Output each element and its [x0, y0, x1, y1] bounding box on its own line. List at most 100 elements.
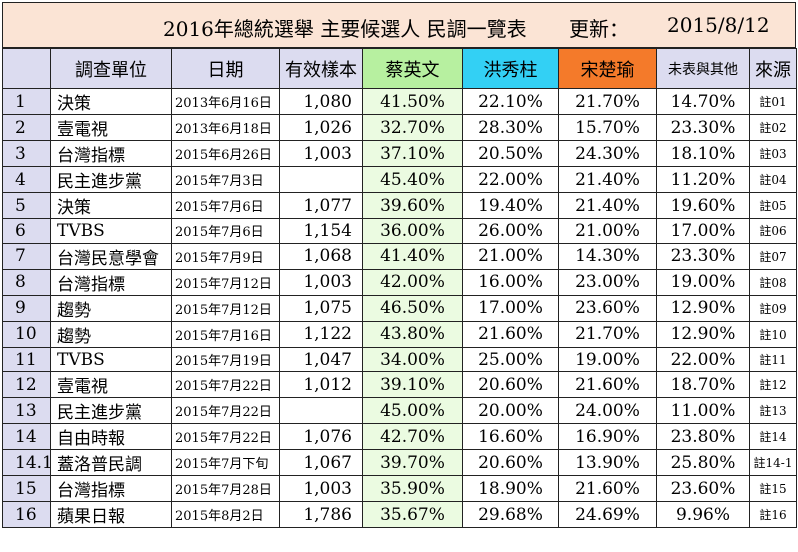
soong-pct: 24.00%: [558, 397, 657, 425]
header-source: 來源: [749, 48, 797, 89]
tsai-pct: 39.10%: [362, 371, 463, 399]
row-index: 11: [2, 346, 51, 373]
source-note: 註13: [749, 397, 797, 425]
survey-org: 民主進步黨: [50, 166, 172, 193]
hung-pct: 22.10%: [462, 88, 559, 115]
soong-pct: 21.70%: [558, 88, 657, 115]
table-row: 16 蘋果日報 2015年8月2日 1,786 35.67% 29.68% 24.69% 9.…: [2, 501, 797, 529]
sample-size: 1,026: [279, 114, 363, 141]
soong-pct: 21.60%: [558, 371, 657, 399]
other-pct: 19.00%: [656, 268, 750, 296]
tsai-pct: 42.00%: [362, 268, 463, 296]
table-row: 12 壹電視 2015年7月22日 1,012 39.10% 20.60% 21.60% 18…: [2, 371, 797, 399]
survey-date: 2015年7月22日: [171, 397, 280, 425]
header-sample: 有效樣本: [279, 48, 363, 89]
other-pct: 14.70%: [656, 88, 750, 115]
source-note: 註16: [749, 501, 797, 529]
table-row: 15 台灣指標 2015年7月28日 1,003 35.90% 18.90% 21.60% 2…: [2, 475, 797, 503]
other-pct: 23.30%: [656, 114, 750, 141]
soong-pct: 21.70%: [558, 320, 657, 348]
other-pct: 23.80%: [656, 423, 750, 451]
other-pct: 9.96%: [656, 501, 750, 529]
hung-pct: 18.90%: [462, 475, 559, 503]
row-index: 8: [2, 268, 51, 296]
survey-date: 2013年6月18日: [171, 114, 280, 141]
hung-pct: 16.60%: [462, 423, 559, 451]
row-index: 6: [2, 218, 51, 244]
survey-org: 趨勢: [50, 320, 172, 348]
source-note: 註12: [749, 371, 797, 399]
survey-date: 2015年7月6日: [171, 192, 280, 219]
row-index: 2: [2, 114, 51, 141]
survey-date: 2015年7月22日: [171, 423, 280, 451]
source-note: 註07: [749, 242, 797, 270]
survey-date: 2015年7月下旬: [171, 449, 280, 477]
header-row: 調查單位 日期 有效樣本 蔡英文 洪秀柱 宋楚瑜 未表與其他 來源: [2, 48, 797, 89]
row-index: 5: [2, 192, 51, 219]
survey-org: 壹電視: [50, 371, 172, 399]
source-note: 註01: [749, 88, 797, 115]
soong-pct: 21.00%: [558, 218, 657, 244]
sample-size: 1,047: [279, 346, 363, 373]
soong-pct: 15.70%: [558, 114, 657, 141]
soong-pct: 14.30%: [558, 242, 657, 270]
survey-date: 2015年6月26日: [171, 140, 280, 167]
soong-pct: 21.40%: [558, 166, 657, 193]
survey-org: 台灣民意學會: [50, 242, 172, 270]
updated-date: 2015/8/12: [667, 13, 770, 37]
survey-org: TVBS: [50, 218, 172, 244]
other-pct: 11.00%: [656, 397, 750, 425]
hung-pct: 22.00%: [462, 166, 559, 193]
hung-pct: 21.60%: [462, 320, 559, 348]
header-org: 調查單位: [50, 48, 172, 89]
title-bar: 2016年總統選舉 主要候選人 民調一覽表 更新： 2015/8/12: [2, 2, 796, 48]
tsai-pct: 35.90%: [362, 475, 463, 503]
source-note: 註03: [749, 140, 797, 167]
hung-pct: 28.30%: [462, 114, 559, 141]
row-index: 14: [2, 423, 51, 451]
table-row: 8 台灣指標 2015年7月12日 1,003 42.00% 16.00% 23.00% 19…: [2, 268, 797, 296]
header-tsai: 蔡英文: [362, 48, 463, 89]
soong-pct: 24.30%: [558, 140, 657, 167]
source-note: 註14-1: [749, 449, 797, 477]
hung-pct: 20.50%: [462, 140, 559, 167]
sample-size: 1,075: [279, 294, 363, 322]
survey-date: 2015年8月2日: [171, 501, 280, 529]
sample-size: 1,077: [279, 192, 363, 219]
soong-pct: 21.40%: [558, 192, 657, 219]
tsai-pct: 35.67%: [362, 501, 463, 529]
source-note: 註05: [749, 192, 797, 219]
table-row: 11 TVBS 2015年7月19日 1,047 34.00% 25.00% 19.00% 2…: [2, 346, 797, 373]
survey-date: 2015年7月3日: [171, 166, 280, 193]
sample-size: 1,068: [279, 242, 363, 270]
source-note: 註02: [749, 114, 797, 141]
row-index: 13: [2, 397, 51, 425]
hung-pct: 21.00%: [462, 242, 559, 270]
sample-size: 1,076: [279, 423, 363, 451]
hung-pct: 16.00%: [462, 268, 559, 296]
other-pct: 11.20%: [656, 166, 750, 193]
table-row: 1 決策 2013年6月16日 1,080 41.50% 22.10% 21.70% 14.7…: [2, 88, 797, 115]
source-note: 註15: [749, 475, 797, 503]
survey-org: TVBS: [50, 346, 172, 373]
other-pct: 17.00%: [656, 218, 750, 244]
row-index: 3: [2, 140, 51, 167]
hung-pct: 26.00%: [462, 218, 559, 244]
source-note: 註08: [749, 268, 797, 296]
table-row: 13 民主進步黨 2015年7月22日 45.00% 20.00% 24.00% 11.00…: [2, 397, 797, 425]
row-index: 10: [2, 320, 51, 348]
survey-date: 2015年7月6日: [171, 218, 280, 244]
row-index: 9: [2, 294, 51, 322]
tsai-pct: 36.00%: [362, 218, 463, 244]
table-row: 6 TVBS 2015年7月6日 1,154 36.00% 26.00% 21.00% 17.…: [2, 218, 797, 244]
table-row: 14.1 蓋洛普民調 2015年7月下旬 1,067 39.70% 20.60% 13.90…: [2, 449, 797, 477]
row-index: 1: [2, 88, 51, 115]
sample-size: 1,786: [279, 501, 363, 529]
poll-body: 1 決策 2013年6月16日 1,080 41.50% 22.10% 21.70% 14.7…: [2, 88, 797, 529]
header-date: 日期: [171, 48, 280, 89]
survey-date: 2015年7月16日: [171, 320, 280, 348]
soong-pct: 23.00%: [558, 268, 657, 296]
hung-pct: 17.00%: [462, 294, 559, 322]
survey-date: 2015年7月12日: [171, 294, 280, 322]
